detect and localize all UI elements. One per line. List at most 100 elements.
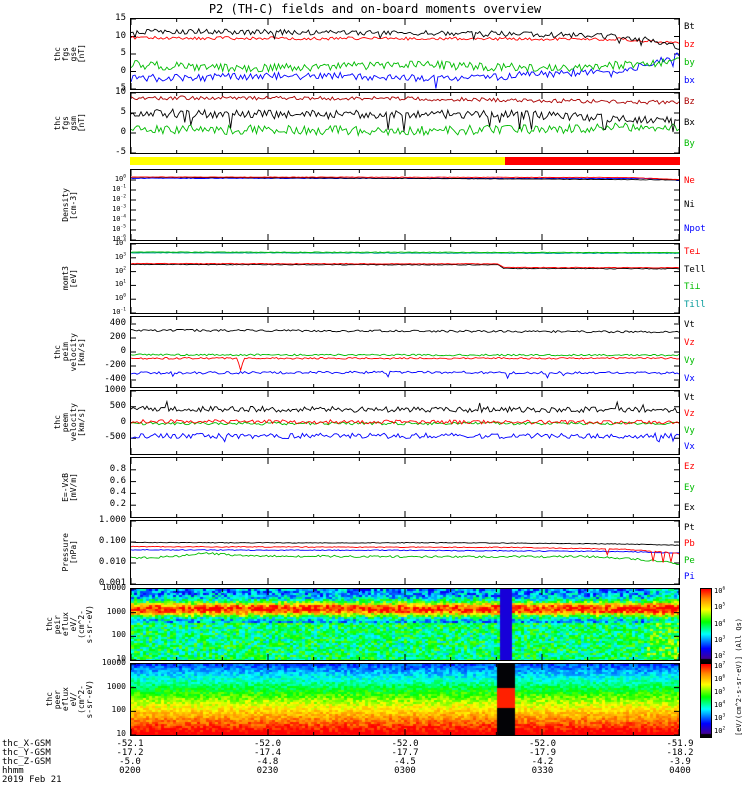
series-Pi bbox=[131, 549, 679, 554]
axis-label-line: [nT] bbox=[77, 44, 86, 64]
efield-plot bbox=[131, 458, 679, 517]
fgs_gsm-plot bbox=[131, 93, 679, 153]
legend-bz: bz bbox=[684, 40, 695, 50]
legend-Vt: Vt bbox=[684, 320, 695, 330]
pos-row-label: thc_Y-GSM bbox=[2, 748, 51, 758]
ytick-label: 100 bbox=[111, 705, 126, 715]
ylabel-fgs_gse: thc fgs gse [nT] bbox=[40, 18, 100, 90]
pos-value: -52.0 bbox=[391, 739, 419, 749]
axis-label-line: s-sr-eV) bbox=[85, 605, 94, 644]
ytick-label: 500 bbox=[109, 400, 126, 411]
legend-Ni: Ni bbox=[684, 200, 695, 210]
legend-Bx: Bx bbox=[684, 118, 695, 128]
legend-Tell: Tell bbox=[684, 264, 706, 275]
colorbar-tick: 102 bbox=[714, 726, 726, 735]
series-Ni bbox=[131, 176, 679, 181]
legend-Pi: Pi bbox=[684, 571, 695, 582]
ytick-label: 10000 bbox=[101, 583, 126, 592]
axis-label-line: [nT] bbox=[77, 113, 86, 133]
ytick-label: -5 bbox=[115, 83, 126, 93]
legend-Vy: Vy bbox=[684, 356, 695, 366]
peem_vel-plot bbox=[131, 391, 679, 454]
quality-bar-segment bbox=[505, 157, 680, 165]
axis-label-line: [km/s] bbox=[77, 408, 86, 437]
panel-fgs_gse bbox=[130, 18, 680, 90]
series-Te⊥ bbox=[131, 262, 679, 269]
series-by bbox=[131, 57, 679, 74]
ytick-label: 200 bbox=[109, 332, 126, 342]
panel-peir_spec bbox=[130, 588, 680, 661]
legend-Vt: Vt bbox=[684, 393, 695, 404]
peer_spec-plot bbox=[131, 664, 679, 735]
density-plot bbox=[131, 170, 679, 240]
pos-value: -18.2 bbox=[666, 748, 694, 758]
colorbar-tick: 102 bbox=[714, 651, 726, 660]
fgs_gse-plot bbox=[131, 19, 679, 89]
series-Vt bbox=[131, 328, 679, 334]
ytick-label: 10-5 bbox=[112, 224, 126, 233]
ytick-label: 10-1 bbox=[112, 307, 126, 316]
ytick-label: 5 bbox=[120, 107, 126, 117]
colorbar-tick: 103 bbox=[714, 635, 726, 644]
time-tick: 0200 bbox=[119, 766, 141, 776]
ytick-label: 0.4 bbox=[109, 487, 126, 498]
series-bz bbox=[131, 35, 679, 44]
legend-Te⊥: Te⊥ bbox=[684, 246, 701, 257]
ytick-label: 10 bbox=[116, 729, 126, 738]
legend-Pe: Pe bbox=[684, 555, 695, 566]
pos-value: -52.0 bbox=[253, 739, 282, 749]
pos-value: -4.8 bbox=[256, 757, 279, 767]
legend-Ti⊥: Ti⊥ bbox=[684, 282, 701, 293]
ytick-label: 1000 bbox=[106, 681, 126, 691]
legend-Vy: Vy bbox=[684, 425, 695, 436]
legend-Vz: Vz bbox=[684, 338, 695, 348]
colorbar-peir_spec bbox=[700, 588, 712, 663]
colorbar-tick: 105 bbox=[714, 687, 726, 696]
ytick-label: 10-4 bbox=[112, 214, 126, 223]
legend-Ne: Ne bbox=[684, 176, 695, 186]
quality-bar-segment bbox=[130, 157, 506, 165]
panel-pressure bbox=[130, 520, 680, 585]
axis-label-line: [nPa] bbox=[69, 540, 78, 565]
ytick-label: 0.8 bbox=[109, 463, 126, 474]
panel-efield bbox=[130, 457, 680, 518]
axis-label-line: [cm-3] bbox=[69, 190, 78, 220]
legend-by: by bbox=[684, 58, 695, 68]
legend-Bz: Bz bbox=[684, 97, 695, 108]
axis-label-line: [eV] bbox=[69, 268, 78, 289]
series-Pb bbox=[131, 545, 679, 563]
ytick-label: 10 bbox=[115, 87, 126, 97]
ytick-label: 102 bbox=[114, 266, 126, 275]
pos-row-label: thc_Z-GSM bbox=[2, 757, 51, 767]
series-Bz bbox=[131, 95, 679, 105]
axis-label-line: [km/s] bbox=[77, 337, 86, 367]
ytick-label: -5 bbox=[115, 147, 126, 157]
pos-value: -17.9 bbox=[528, 748, 557, 758]
colorbar-peer_spec bbox=[700, 663, 712, 738]
ytick-label: 0.2 bbox=[109, 499, 126, 510]
ytick-label: -200 bbox=[104, 360, 126, 370]
quality-bar bbox=[130, 157, 680, 165]
ytick-label: 10-1 bbox=[112, 184, 126, 193]
ytick-label: 103 bbox=[114, 252, 126, 261]
ylabel-fgs_gsm: thc fgs gsm [nT] bbox=[40, 92, 100, 154]
series-Vx bbox=[131, 431, 679, 443]
legend-Pt: Pt bbox=[684, 523, 695, 534]
ytick-label: 10-6 bbox=[112, 234, 126, 243]
colorbar-tick: 103 bbox=[714, 713, 726, 722]
ytick-label: 104 bbox=[114, 238, 126, 247]
series-Vy bbox=[131, 353, 679, 357]
ytick-label: -400 bbox=[104, 374, 126, 384]
ylabel-peer_spec: thc peer eflux eV/(cm^2- s-sr-eV) bbox=[40, 663, 100, 736]
ytick-label: 10 bbox=[115, 30, 126, 41]
ytick-label: 400 bbox=[109, 318, 126, 328]
ytick-label: 100 bbox=[111, 630, 126, 640]
ytick-label: 0 bbox=[120, 346, 126, 356]
series-Vt bbox=[131, 399, 679, 414]
peim_vel-plot bbox=[131, 317, 679, 387]
legend-Bt: Bt bbox=[684, 22, 695, 32]
page-title: P2 (TH-C) fields and on-board moments ov… bbox=[208, 2, 542, 16]
pos-value: -17.2 bbox=[116, 748, 144, 758]
pos-value: -52.1 bbox=[116, 739, 144, 749]
